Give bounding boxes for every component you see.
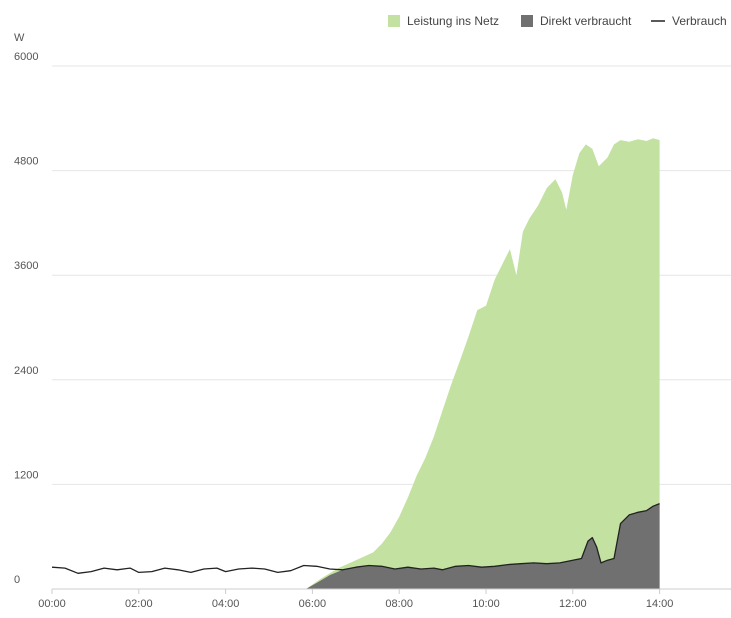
y-tick-label: 2400: [14, 365, 38, 377]
series-area-leistung-ins-netz: [305, 138, 660, 590]
y-tick-label: 3600: [14, 260, 38, 272]
plot-area: [51, 138, 660, 590]
y-axis-unit: W: [14, 32, 25, 44]
x-tick-label: 06:00: [299, 598, 327, 610]
legend-label: Direkt verbraucht: [540, 14, 632, 28]
legend-swatch: [388, 15, 400, 27]
legend[interactable]: Leistung ins Netz Direkt verbraucht Verbra…: [388, 14, 727, 28]
series-line-verbrauch: [51, 502, 660, 574]
x-tick-label: 02:00: [125, 598, 153, 610]
x-tick-label: 12:00: [559, 598, 587, 610]
x-axis: 00:00 02:00 04:00 06:00 08:00 10:00 12:00 14:00: [38, 588, 731, 610]
x-tick-label: 14:00: [646, 598, 674, 610]
x-tick-label: 00:00: [38, 598, 66, 610]
series-area-direkt-verbraucht: [305, 503, 660, 589]
legend-item-leistung-ins-netz[interactable]: Leistung ins Netz: [388, 14, 499, 28]
legend-label: Verbrauch: [672, 14, 727, 28]
legend-item-verbrauch[interactable]: Verbrauch: [651, 14, 727, 28]
x-tick-label: 04:00: [212, 598, 240, 610]
y-tick-label: 0: [14, 574, 20, 586]
y-tick-label: 4800: [14, 156, 38, 168]
y-tick-label: 1200: [14, 469, 38, 481]
y-axis: W 0 1200 2400 3600 4800 6000: [14, 32, 38, 586]
x-tick-label: 10:00: [472, 598, 500, 610]
legend-item-direkt-verbraucht[interactable]: Direkt verbraucht: [521, 14, 632, 28]
x-tick-label: 08:00: [385, 598, 413, 610]
legend-swatch: [521, 15, 533, 27]
legend-label: Leistung ins Netz: [407, 14, 499, 28]
y-tick-label: 6000: [14, 51, 38, 63]
